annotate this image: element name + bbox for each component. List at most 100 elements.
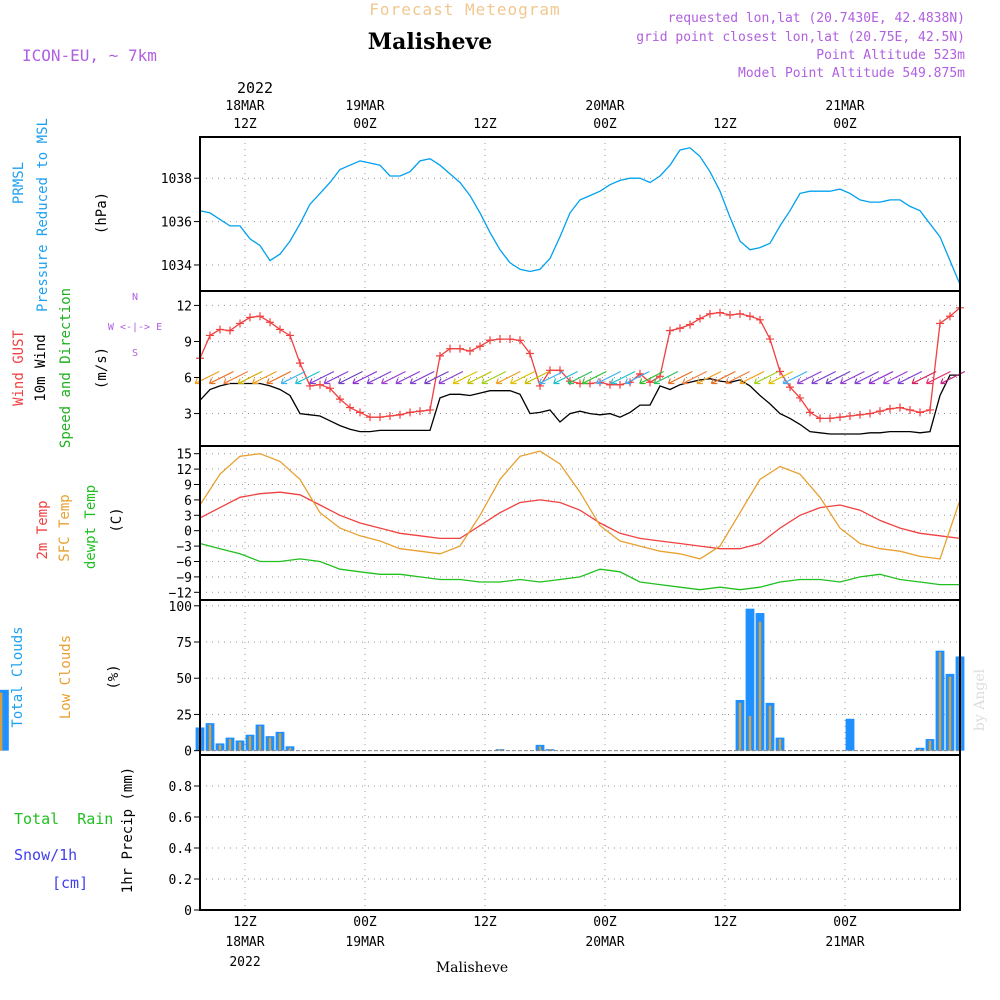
gust-marker — [226, 326, 234, 335]
wind-arrow-head — [696, 378, 704, 385]
gust-marker — [666, 326, 674, 335]
wind-arrow — [882, 370, 908, 385]
gust-marker — [246, 313, 254, 322]
wind-arrow-shaft — [840, 370, 865, 385]
wind-arrow — [237, 370, 263, 385]
wind-arrow-head — [381, 378, 388, 385]
low-cloud-bar — [248, 736, 252, 751]
wind-arrow-head — [395, 378, 402, 385]
wind-arrow-head — [739, 378, 747, 385]
wind-arrow-shaft — [825, 370, 851, 385]
low-cloud-bar — [208, 724, 212, 751]
ytick-label-clouds: 25 — [176, 708, 192, 723]
low-cloud-bar — [538, 746, 542, 751]
ytick-label-temperature: 12 — [176, 463, 192, 478]
ytick-label-precip: 0 — [184, 904, 192, 919]
total-cloud-bar — [0, 689, 9, 751]
gust-marker — [236, 319, 244, 328]
wind-arrow — [251, 370, 277, 385]
grid-layer — [200, 137, 960, 911]
wind-arrow-head — [753, 378, 761, 385]
gust-marker — [326, 384, 334, 393]
wind-arrow-shaft — [883, 370, 908, 385]
gust-marker — [906, 405, 914, 414]
requested-coords: requested lon,lat (20.7430E, 42.4838N) — [668, 11, 965, 26]
wind-arrow — [309, 370, 335, 385]
bottom-hour-label: 00Z — [353, 915, 377, 930]
gust-marker — [916, 408, 924, 417]
wind-arrow — [510, 370, 535, 385]
wind-arrow-head — [768, 378, 775, 385]
t2m-label: 2m Temp — [35, 500, 51, 559]
gust-marker — [476, 342, 484, 351]
gust-marker — [216, 325, 224, 334]
subtitle: Forecast Meteogram — [369, 0, 560, 19]
wind-arrow-shaft — [682, 370, 707, 385]
wind-arrow-shaft — [668, 370, 693, 385]
gust-marker — [856, 410, 864, 419]
wind-arrow-head — [538, 378, 546, 385]
wind-arrow — [768, 370, 794, 385]
wind-arrow-head — [352, 378, 359, 385]
wind-arrow-shaft — [481, 370, 507, 385]
gust-marker — [706, 309, 714, 318]
ytick-label-temperature: −6 — [176, 556, 192, 571]
gust-marker — [436, 351, 444, 360]
bottom-date-label: 19MAR — [345, 935, 384, 950]
chart-title: Malisheve — [368, 29, 492, 55]
wind-gust-line — [199, 307, 961, 420]
gust-marker — [896, 403, 904, 412]
wind-arrow — [223, 370, 249, 385]
top-year-label: 2022 — [237, 79, 273, 97]
wind-arrow-head — [251, 378, 259, 385]
wind-arrow-shaft — [309, 370, 335, 385]
dewpt-label: dewpt Temp — [83, 485, 99, 569]
gust-marker — [396, 410, 404, 419]
low-cloud-bar — [268, 737, 272, 751]
low-cloud-bar — [548, 749, 552, 751]
gust-marker — [286, 331, 294, 340]
ytick-label-temperature: −3 — [176, 540, 192, 555]
low-cloud-bar — [928, 740, 932, 751]
low-cloud-bar — [778, 739, 782, 751]
wind-arrow-shaft — [352, 370, 378, 385]
wind-arrow-head — [624, 378, 632, 385]
pressure-desc-label: Pressure Reduced to MSL — [35, 118, 51, 312]
low-cloud-bar — [0, 692, 3, 751]
wind-arrow — [280, 370, 306, 385]
10m-wind-line — [199, 374, 960, 435]
wind-arrow-head — [854, 378, 861, 385]
bottom-date-label: 20MAR — [585, 935, 624, 950]
snow-label: Snow/1h — [14, 846, 77, 864]
gust-marker — [406, 408, 414, 417]
series-layer — [0, 147, 966, 752]
top-date-label: 21MAR — [825, 99, 864, 114]
wind-arrow — [481, 370, 507, 385]
wind-arrow-head — [223, 378, 230, 385]
wind-arrow-shaft — [639, 370, 664, 385]
wind-arrow — [467, 370, 492, 385]
wind-arrow-shaft — [252, 370, 277, 385]
wind-label: 10m Wind — [33, 334, 49, 401]
wind-arrow — [352, 370, 378, 385]
wind-arrow-shaft — [754, 370, 779, 385]
wind-arrow-head — [237, 378, 245, 385]
wind-arrow-shaft — [323, 370, 349, 385]
wind-arrow-shaft — [782, 370, 808, 385]
ytick-label-temperature: 0 — [184, 525, 192, 540]
gust-marker — [886, 404, 894, 413]
wind-arrow-head — [596, 378, 603, 385]
gust-marker — [816, 414, 824, 423]
wind-arrow-shaft — [596, 370, 621, 385]
wind-arrow-head — [911, 378, 919, 385]
gust-marker — [726, 311, 734, 320]
wind-arrow — [438, 370, 464, 385]
gust-marker — [546, 366, 554, 375]
wind-arrow-head — [208, 378, 216, 385]
bottom-hour-label: 12Z — [473, 915, 497, 930]
low-cloud-bar — [288, 747, 292, 751]
frame-precip — [199, 754, 961, 911]
ytick-label-temperature: 6 — [184, 494, 192, 509]
point-altitude: Point Altitude 523m — [816, 48, 965, 63]
top-hour-label: 12Z — [233, 117, 257, 132]
